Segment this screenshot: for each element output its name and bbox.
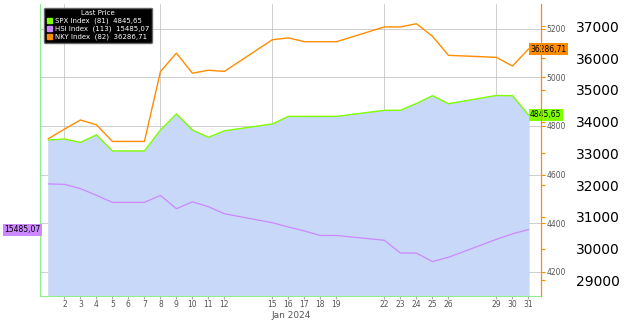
Legend: SPX Index  (81)  4845,65, HSI Index  (113)  15485,07, NKY Index  (82)  36286,71: SPX Index (81) 4845,65, HSI Index (113) … <box>44 8 152 43</box>
X-axis label: Jan 2024: Jan 2024 <box>271 311 311 320</box>
Text: 4845,65: 4845,65 <box>530 110 562 120</box>
Text: 15485,07: 15485,07 <box>4 225 41 234</box>
Text: 36286,71: 36286,71 <box>530 45 566 53</box>
